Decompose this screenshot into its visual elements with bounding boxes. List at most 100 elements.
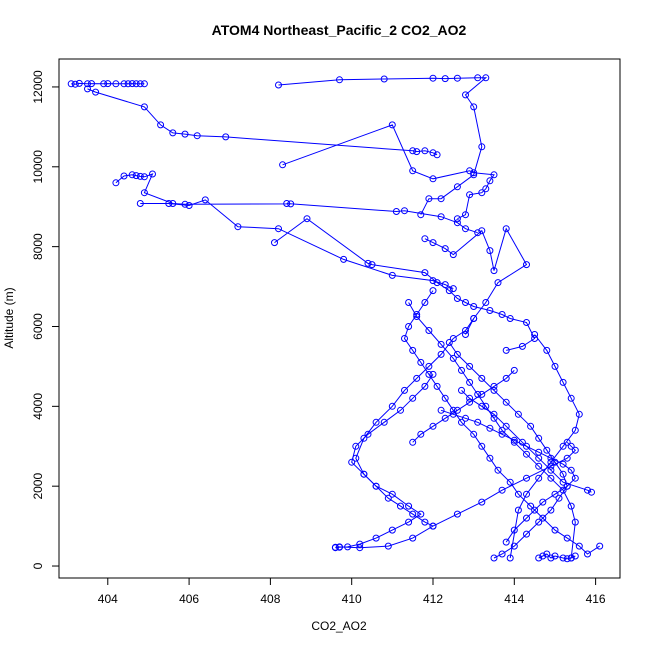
series-line — [335, 441, 577, 549]
data-point — [429, 422, 437, 430]
data-point — [336, 76, 343, 84]
data-point — [331, 543, 339, 551]
data-point — [421, 269, 429, 277]
data-point — [271, 239, 278, 247]
series-line — [408, 302, 576, 559]
data-point — [470, 303, 478, 310]
data-point — [149, 170, 156, 178]
data-point — [462, 299, 469, 306]
data-point — [417, 510, 425, 518]
data-point — [275, 81, 282, 89]
data-point — [421, 147, 429, 155]
data-point — [397, 406, 404, 414]
data-point — [437, 406, 445, 414]
data-point — [535, 518, 543, 526]
data-point — [563, 555, 571, 563]
data-point — [478, 442, 486, 450]
data-point — [466, 378, 474, 386]
data-point — [157, 121, 165, 129]
data-point — [449, 251, 457, 259]
data-point — [502, 225, 510, 233]
data-point — [449, 285, 457, 293]
series-line — [440, 409, 576, 543]
data-point — [441, 394, 449, 402]
data-point — [486, 454, 494, 462]
data-point — [401, 386, 408, 394]
data-point — [88, 80, 95, 88]
data-point — [506, 315, 514, 322]
data-point — [510, 436, 518, 444]
data-point — [498, 426, 506, 434]
data-point — [571, 474, 579, 482]
data-point — [449, 406, 457, 414]
data-point — [409, 534, 417, 542]
data-point — [482, 402, 490, 410]
data-point — [547, 458, 555, 466]
data-point — [169, 200, 177, 207]
data-point — [478, 498, 486, 506]
x-axis-label: CO2_AO2 — [311, 619, 367, 633]
data-point — [413, 374, 421, 382]
data-point — [466, 362, 474, 370]
data-point — [567, 554, 575, 562]
data-point — [352, 442, 360, 450]
data-point — [453, 510, 461, 518]
data-point — [498, 311, 506, 318]
data-point — [128, 80, 136, 88]
data-point — [433, 382, 441, 390]
data-point — [575, 542, 583, 550]
data-point — [433, 279, 441, 287]
data-point — [401, 335, 408, 342]
data-point — [551, 362, 559, 370]
data-point — [523, 474, 530, 482]
data-point — [136, 80, 144, 88]
data-point — [71, 80, 79, 88]
data-point — [559, 478, 567, 486]
data-point — [409, 510, 417, 518]
data-point — [559, 470, 567, 478]
data-point — [474, 74, 482, 82]
data-point — [563, 438, 571, 446]
data-point — [596, 542, 604, 550]
data-point — [124, 80, 132, 88]
data-point — [222, 133, 230, 141]
data-point — [185, 202, 193, 209]
data-point — [531, 331, 539, 338]
data-point — [421, 235, 429, 243]
data-point — [372, 534, 380, 542]
data-point — [462, 327, 469, 334]
data-point — [413, 311, 421, 318]
data-point — [523, 490, 530, 498]
data-point — [348, 458, 356, 466]
data-point — [279, 161, 287, 169]
data-point — [462, 211, 469, 219]
data-point — [502, 346, 510, 354]
data-point — [388, 526, 396, 534]
series-line — [282, 124, 495, 220]
data-point — [547, 554, 555, 562]
data-point — [384, 542, 392, 550]
data-point — [417, 211, 425, 219]
data-point — [490, 414, 498, 422]
data-point — [449, 354, 457, 362]
data-point — [453, 406, 461, 414]
data-point — [547, 506, 555, 514]
data-point — [380, 418, 388, 426]
data-point — [523, 261, 530, 269]
data-point — [490, 386, 498, 394]
series-line — [278, 77, 488, 215]
data-point — [543, 346, 551, 354]
y-tick-label: 6000 — [31, 313, 45, 340]
data-point — [523, 530, 530, 538]
x-tick-label: 414 — [504, 592, 524, 606]
data-point — [128, 171, 136, 179]
data-point — [356, 544, 364, 552]
data-point — [421, 518, 429, 526]
data-point — [132, 80, 140, 88]
data-point — [453, 350, 461, 358]
data-point — [567, 394, 575, 402]
data-point — [140, 189, 148, 197]
data-point — [490, 382, 498, 390]
x-tick-label: 404 — [98, 592, 118, 606]
data-point — [429, 74, 437, 82]
